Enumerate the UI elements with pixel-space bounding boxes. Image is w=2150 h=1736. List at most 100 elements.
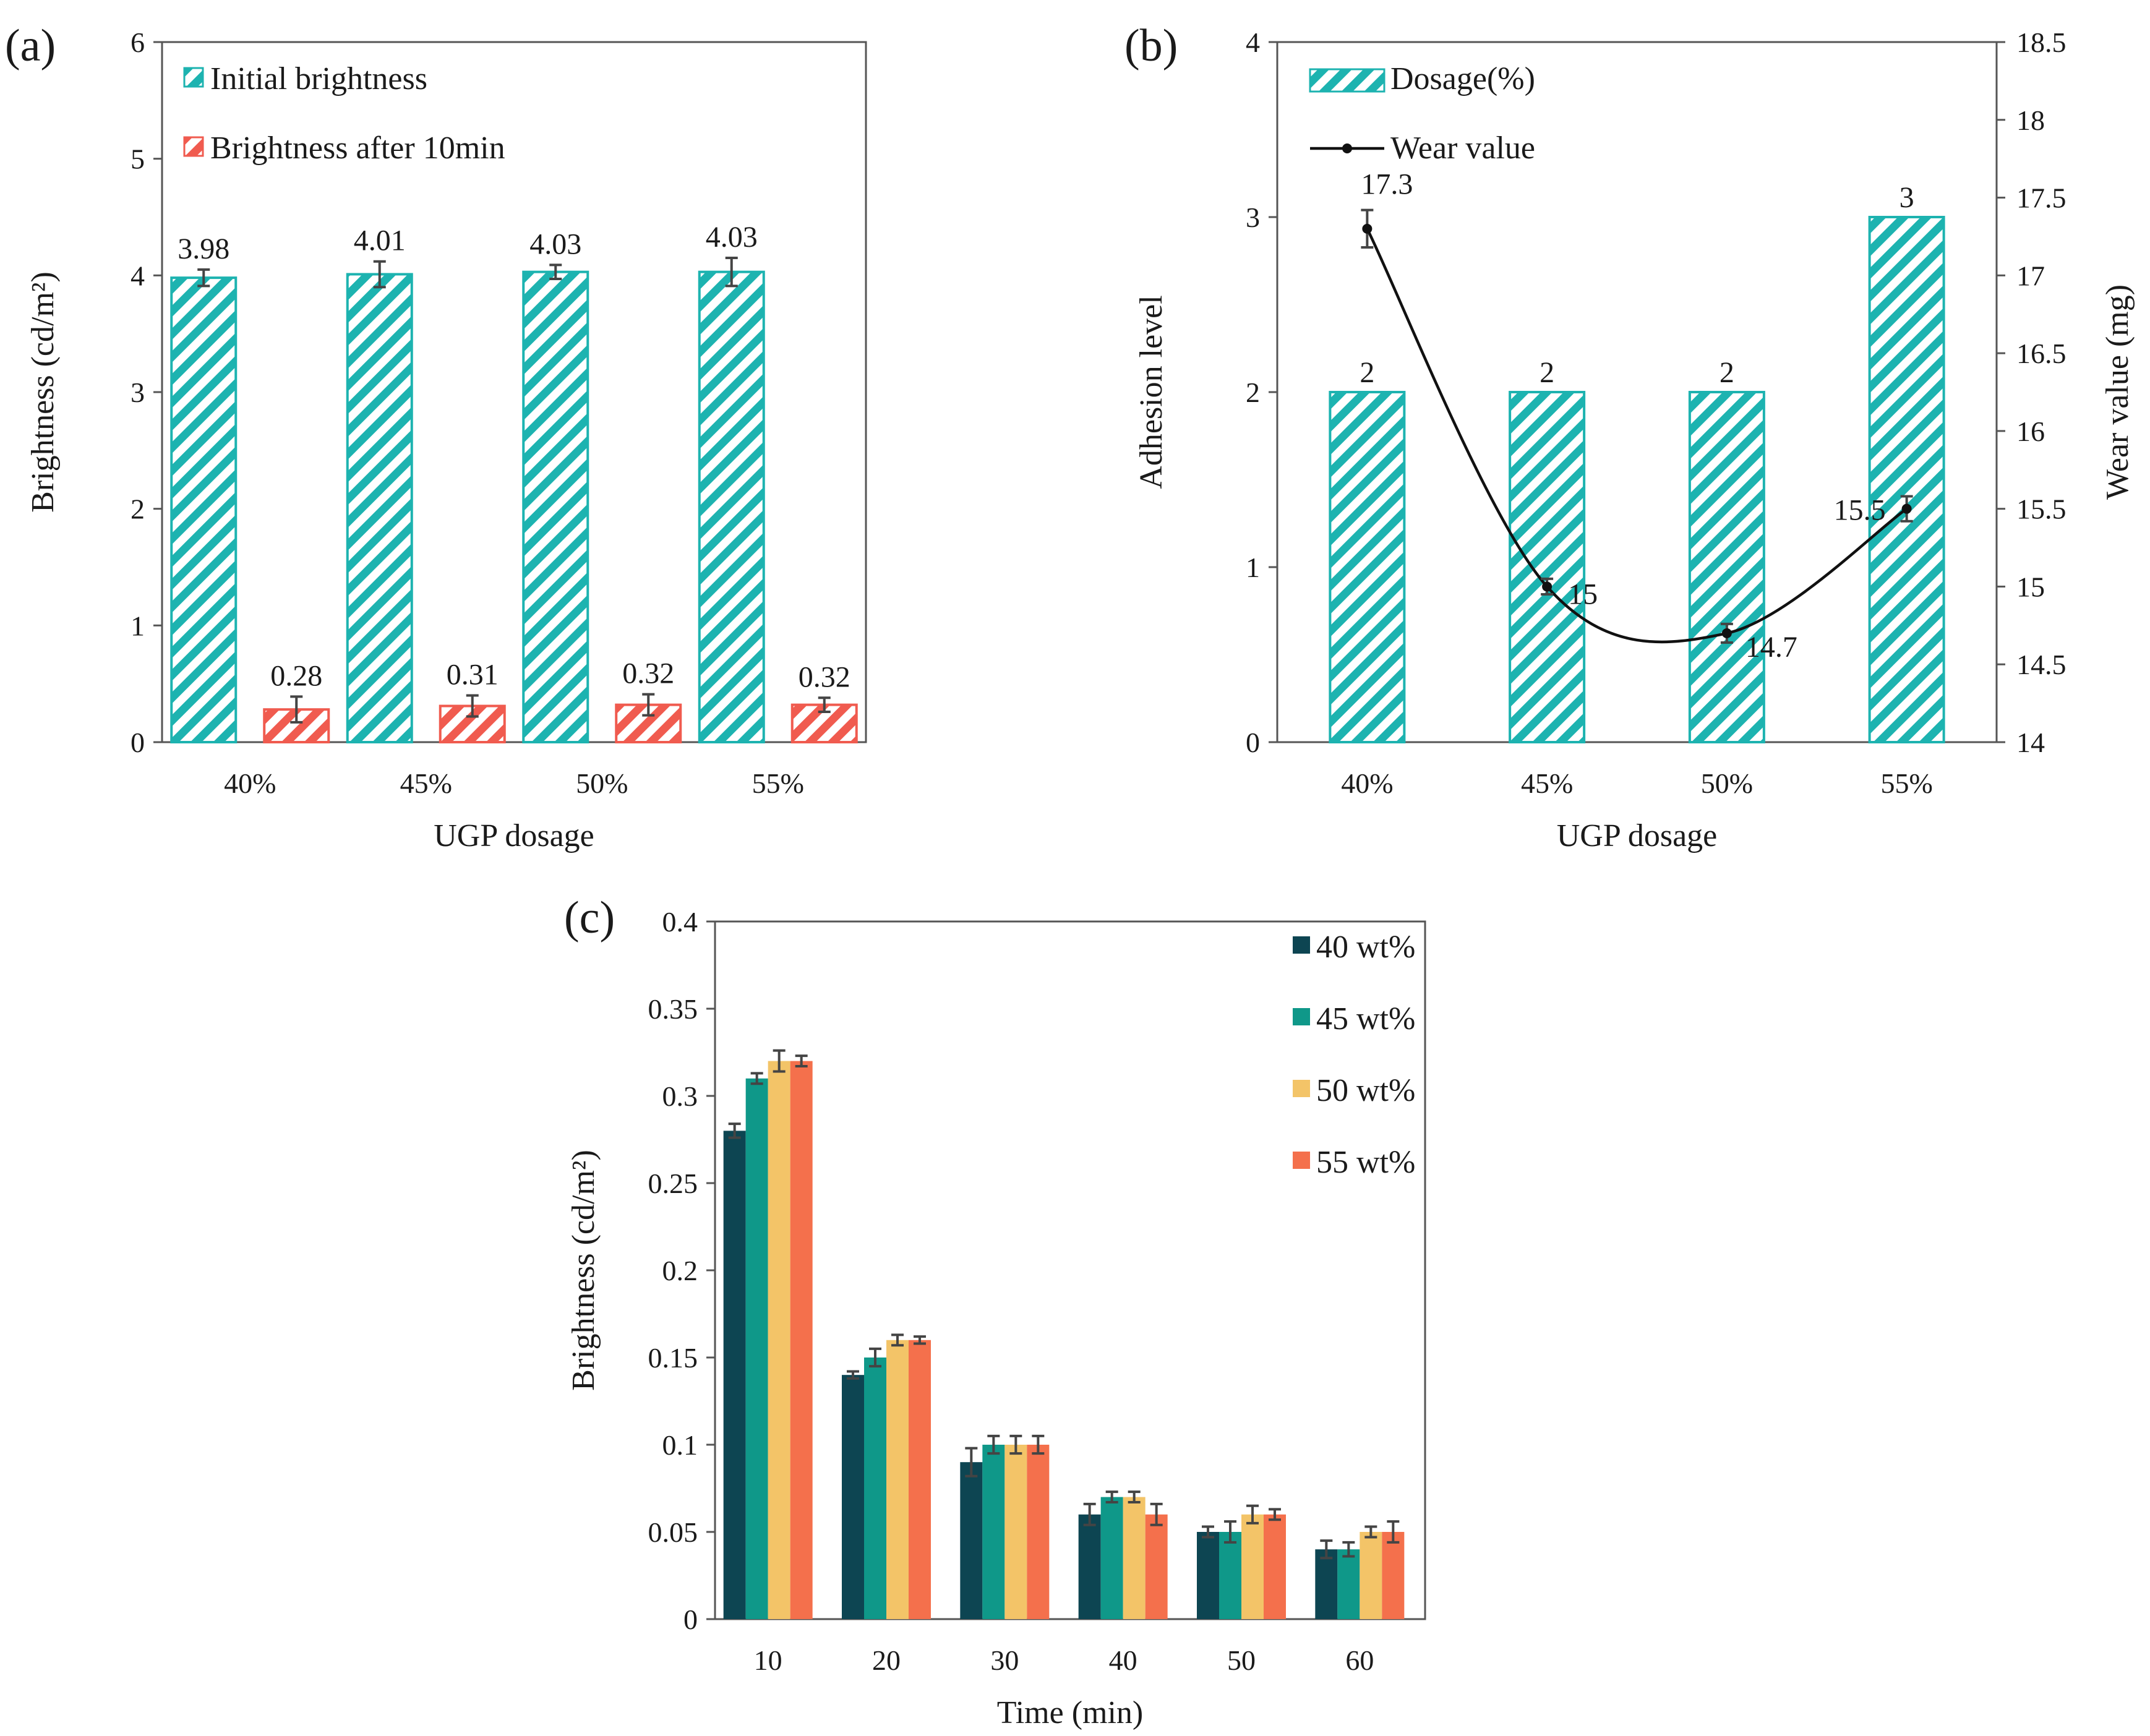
y-tick-label: 2: [131, 494, 145, 525]
brightness-bar-series-1: [960, 1462, 983, 1619]
x-tick-label: 40%: [224, 768, 276, 799]
y-tick-label: 2: [1246, 377, 1260, 408]
panel-label: (b): [1124, 20, 1178, 71]
x-tick-label: 50%: [576, 768, 628, 799]
data-label: 4.01: [354, 224, 406, 257]
brightness-bar-series-1: [1197, 1532, 1219, 1619]
brightness-bar-series-2: [864, 1358, 886, 1619]
wear-value-point: [1721, 628, 1732, 638]
brightness-bar-series-1: [842, 1375, 864, 1619]
brightness-bar-series-3: [1004, 1445, 1027, 1619]
brightness-bar-series-2: [1219, 1532, 1241, 1619]
wear-value-line: [1366, 228, 1908, 644]
legend-label-wear-value: Wear value: [1390, 130, 1535, 166]
brightness-bar-series-3: [1123, 1497, 1146, 1619]
legend-swatch-brightness-after-10min: [183, 136, 204, 157]
legend-label-brightness-after-10min: Brightness after 10min: [210, 130, 505, 166]
data-label: 4.03: [529, 228, 581, 260]
x-tick-label: 50: [1227, 1644, 1256, 1676]
y2-tick-label: 15.5: [2016, 494, 2066, 525]
brightness-bar-series-2: [1100, 1497, 1123, 1619]
y2-tick-label: 17.5: [2016, 182, 2066, 214]
wear-value-point: [1362, 223, 1373, 234]
x-tick-label: 45%: [1521, 768, 1573, 799]
initial-brightness-bar: [170, 276, 238, 743]
y-tick-label: 3: [1246, 202, 1260, 233]
data-label: 4.03: [706, 221, 758, 254]
data-label: 0.32: [799, 661, 850, 693]
y-tick-label: 0.3: [662, 1080, 698, 1112]
x-tick-label: 40: [1109, 1644, 1137, 1676]
wear-data-label: 17.3: [1361, 168, 1413, 201]
initial-brightness-bar: [522, 270, 589, 743]
y-tick-label: 0.15: [648, 1342, 698, 1374]
y2-tick-label: 16: [2016, 416, 2045, 447]
bar-data-label: 2: [1720, 356, 1734, 389]
wear-data-label: 14.7: [1745, 631, 1797, 664]
bar-data-label: 2: [1540, 356, 1554, 389]
x-tick-label: 55%: [1880, 768, 1932, 799]
y-axis-title: Brightness (cd/m²): [25, 272, 61, 513]
y2-tick-label: 14.5: [2016, 649, 2066, 680]
y-tick-label: 1: [131, 610, 145, 641]
x-axis-title: Time (min): [997, 1695, 1143, 1730]
data-label: 3.98: [178, 233, 229, 265]
wear-data-label: 15: [1568, 578, 1598, 610]
legend-label-series-4: 55 wt%: [1316, 1145, 1415, 1180]
legend-label-series-2: 45 wt%: [1316, 1001, 1415, 1037]
panel-label: (a): [5, 20, 56, 71]
y-tick-label: 4: [1246, 27, 1260, 58]
bar-data-label: 2: [1360, 356, 1374, 389]
y2-tick-label: 18.5: [2016, 27, 2066, 58]
legend-swatch-series-2: [1293, 1008, 1310, 1025]
initial-brightness-bar: [698, 270, 765, 743]
x-tick-label: 60: [1345, 1644, 1374, 1676]
x-tick-label: 10: [754, 1644, 782, 1676]
y-axis-title: Brightness (cd/m²): [566, 1150, 601, 1391]
x-tick-label: 40%: [1341, 768, 1393, 799]
x-tick-label: 50%: [1701, 768, 1753, 799]
brightness-bar-series-4: [1145, 1514, 1168, 1619]
wear-value-point: [1901, 503, 1912, 514]
legend-swatch-series-1: [1293, 936, 1310, 954]
legend-label-initial-brightness: Initial brightness: [210, 61, 427, 96]
data-label: 0.32: [622, 657, 674, 690]
y-axis-title: Adhesion level: [1134, 295, 1169, 489]
adhesion-level-bar: [1688, 391, 1765, 743]
legend-label-series-1: 40 wt%: [1316, 930, 1415, 965]
y-tick-label: 0: [1246, 727, 1260, 758]
brightness-bar-series-3: [768, 1061, 790, 1619]
x-tick-label: 55%: [752, 768, 804, 799]
wear-value-point: [1542, 581, 1553, 592]
brightness-bar-series-3: [1360, 1532, 1382, 1619]
y2-tick-label: 18: [2016, 105, 2045, 136]
brightness-bar-series-1: [1078, 1514, 1101, 1619]
legend-swatch-series-4: [1293, 1152, 1310, 1169]
bar-data-label: 3: [1899, 181, 1914, 214]
x-tick-label: 20: [872, 1644, 901, 1676]
y-tick-label: 0: [683, 1604, 698, 1635]
legend-swatch-initial-brightness: [183, 67, 204, 88]
legend-label-dosage: Dosage(%): [1390, 61, 1535, 96]
y2-tick-label: 16.5: [2016, 338, 2066, 369]
x-tick-label: 45%: [400, 768, 452, 799]
brightness-bar-series-4: [1264, 1514, 1286, 1619]
brightness-bar-series-2: [982, 1445, 1005, 1619]
y2-axis-title: Wear value (mg): [2100, 284, 2135, 500]
panel-c-brightness-time-chart: 0 0.05 0.1 0.15 0.2 0.25 0.3 0.35 0.4 10 20 30 40 50 6…: [564, 892, 1426, 1730]
y-tick-label: 0.05: [648, 1516, 698, 1548]
y2-tick-label: 17: [2016, 260, 2045, 291]
y-tick-label: 0.35: [648, 993, 698, 1025]
brightness-bar-series-4: [1382, 1532, 1405, 1619]
initial-brightness-bar: [346, 273, 413, 743]
panel-a-brightness-chart: 0 1 2 3 4 5 6 40% 3.98 0.28 45% 4.01 0.31 50% 4.03 0.32…: [5, 20, 867, 853]
y2-tick-label: 15: [2016, 571, 2045, 602]
x-axis-title: UGP dosage: [434, 818, 594, 853]
y2-tick-label: 14: [2016, 727, 2045, 758]
adhesion-level-bar: [1868, 216, 1945, 743]
x-axis-title: UGP dosage: [1557, 818, 1718, 853]
y-tick-label: 3: [131, 377, 145, 408]
data-label: 0.28: [270, 659, 322, 692]
brightness-bar-series-4: [1027, 1445, 1050, 1619]
